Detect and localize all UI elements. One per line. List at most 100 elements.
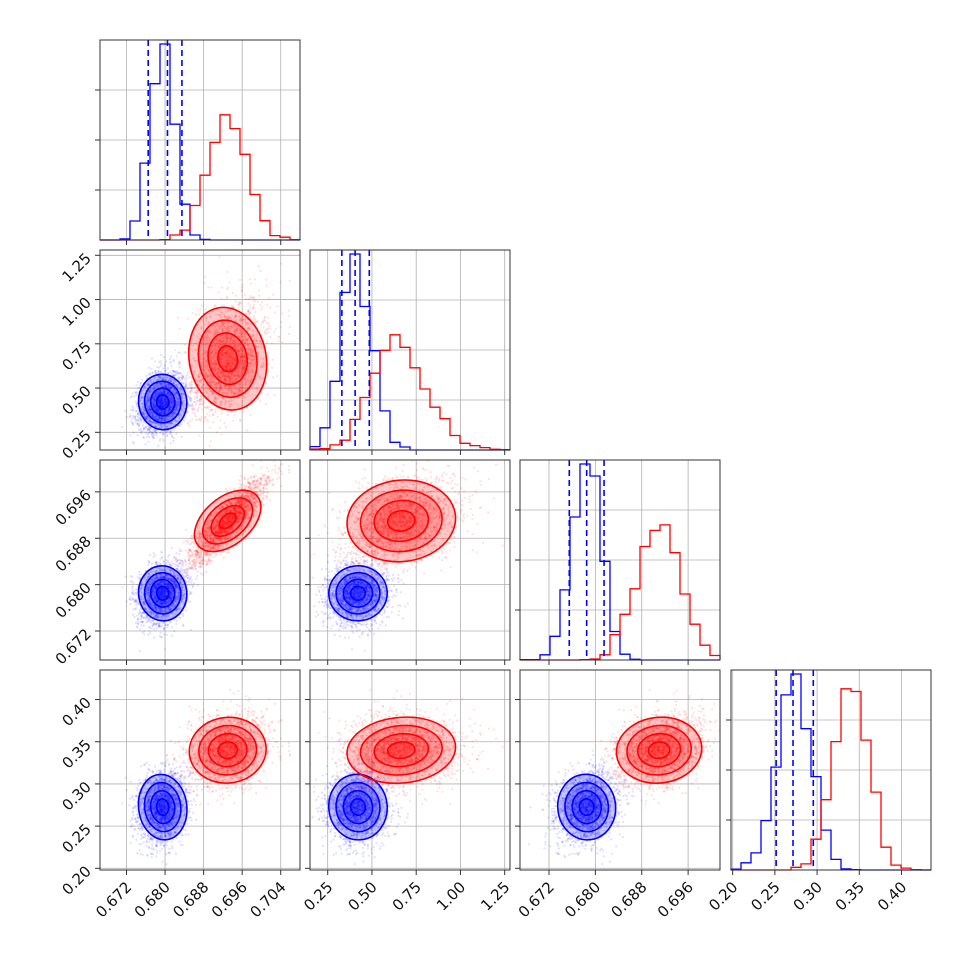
scatter-point [170,432,173,435]
scatter-point [160,398,163,401]
scatter-point [153,386,156,389]
scatter-point [158,401,161,404]
scatter-point [135,410,138,413]
scatter-point [148,372,151,375]
scatter-point [165,417,168,420]
y-tick-label: 0.75 [58,338,94,374]
scatter-point [163,410,166,413]
scatter-point [159,403,162,406]
scatter-point [151,435,154,438]
scatter-point [170,397,173,401]
scatter-point [149,381,152,384]
scatter-point [152,433,156,436]
scatter-point [146,399,150,402]
scatter-point [160,399,163,402]
scatter-point [142,413,146,416]
scatter-point [194,415,197,418]
scatter-point [229,411,232,414]
scatter-point [256,300,259,303]
scatter-point [145,427,148,430]
scatter-point [147,416,150,419]
scatter-point [169,430,172,433]
scatter-point [147,404,150,407]
scatter-point [177,402,180,405]
scatter-point [164,401,167,404]
scatter-point [159,384,162,387]
scatter-point [130,395,134,398]
scatter-point [281,312,284,315]
scatter-point [159,423,162,427]
scatter-point [204,275,207,278]
scatter-point [160,383,163,386]
scatter-point [135,405,138,408]
scatter-point [185,411,189,414]
scatter-point [163,390,166,393]
scatter-point [248,312,251,315]
scatter-point [168,408,171,411]
scatter-point [146,425,149,428]
scatter-point [238,301,241,304]
scatter-point [177,377,180,380]
scatter-point [164,384,168,387]
scatter-point [141,402,144,405]
scatter-point [183,396,187,399]
scatter-point [169,405,172,408]
scatter-point [131,392,134,395]
scatter-point [163,404,167,407]
scatter-point [129,434,132,437]
scatter-point [163,381,166,385]
scatter-point [149,420,152,423]
scatter-point [149,411,152,414]
scatter-point [172,389,175,392]
scatter-point [182,399,185,403]
scatter-point [152,404,155,407]
scatter-point [265,278,268,281]
scatter-point [163,417,167,420]
scatter-point [175,383,178,386]
scatter-point [147,366,150,369]
scatter-point [199,308,202,311]
scatter-point [260,322,263,326]
scatter-point [233,414,236,417]
scatter-point [165,408,168,411]
scatter-point [169,401,172,404]
scatter-point [162,406,165,409]
scatter-point [157,370,161,373]
scatter-point [176,419,180,422]
scatter-point [226,270,229,273]
scatter-point [172,358,175,361]
scatter-point [142,429,145,432]
scatter-point [169,398,172,401]
scatter-point [207,420,210,423]
scatter-point [199,403,202,406]
scatter-point [169,399,172,402]
scatter-point [174,407,177,410]
scatter-point [247,298,250,301]
scatter-point [172,400,175,403]
scatter-point [148,429,151,432]
scatter-point [152,421,155,425]
scatter-point [157,409,160,412]
scatter-point [159,400,162,403]
scatter-point [265,382,268,385]
scatter-point [140,432,143,435]
scatter-point [208,444,211,448]
scatter-point [159,403,162,406]
scatter-point [168,387,171,390]
scatter-point [195,313,198,316]
scatter-point [140,378,143,381]
scatter-point [159,402,162,405]
scatter-point [174,391,177,394]
scatter-point [213,304,216,307]
scatter-point [274,328,277,331]
scatter-point [287,309,290,312]
scatter-point [157,402,160,405]
scatter-point [203,406,207,409]
scatter-point [168,385,171,388]
scatter-point [198,313,201,316]
scatter-point [231,292,234,295]
scatter-point [160,417,163,420]
scatter-point [139,429,142,432]
scatter-point [275,374,279,377]
